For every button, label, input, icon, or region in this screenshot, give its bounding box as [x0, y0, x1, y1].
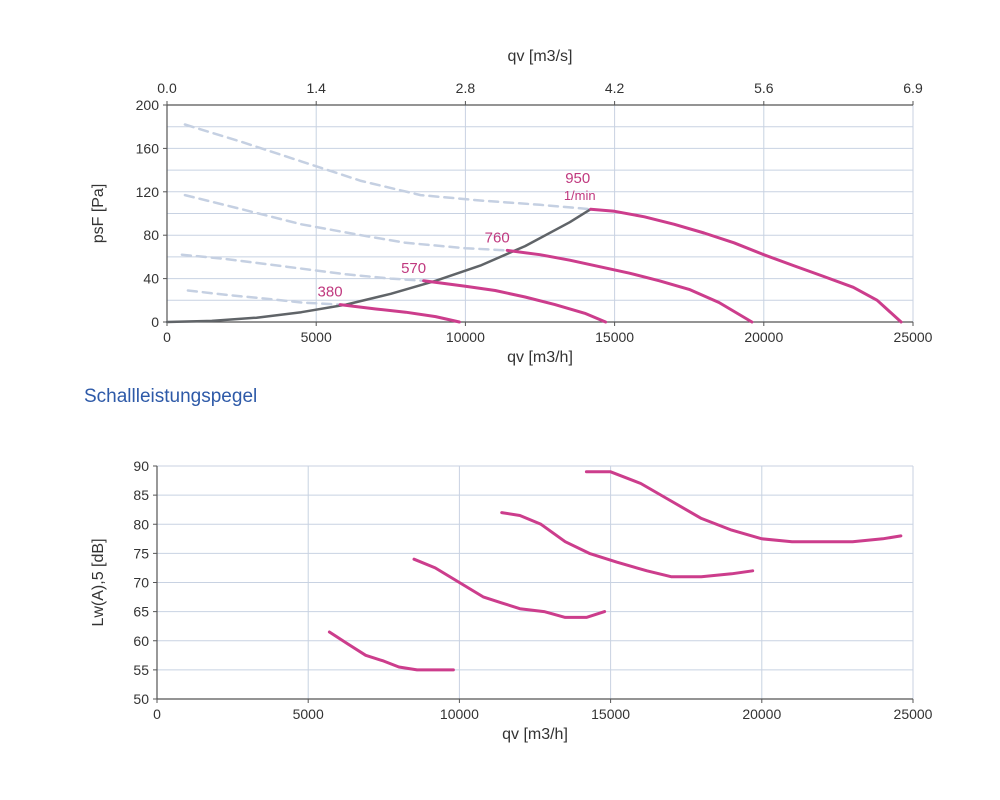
series-line-system [165, 207, 592, 324]
x-tick-label: 10000 [446, 329, 485, 345]
x-axis-label: qv [m3/h] [507, 349, 573, 366]
y-tick-label: 50 [133, 691, 149, 707]
series-line-760 [505, 248, 754, 324]
series-label: 570 [401, 260, 426, 277]
y-tick-label: 80 [133, 516, 149, 532]
x2-tick-label: 2.8 [456, 80, 476, 96]
series-label: 760 [485, 229, 510, 246]
y-tick-label: 70 [133, 575, 149, 591]
x-tick-label: 20000 [742, 706, 781, 722]
x-tick-label: 0 [153, 706, 161, 722]
x2-axis-label: qv [m3/s] [508, 48, 573, 65]
y-tick-label: 85 [133, 487, 149, 503]
y-tick-label: 55 [133, 662, 149, 678]
y-tick-label: 60 [133, 633, 149, 649]
y-tick-label: 90 [133, 458, 149, 474]
x-tick-label: 5000 [301, 329, 332, 345]
x2-tick-label: 1.4 [306, 80, 326, 96]
series-line-dashed [183, 123, 592, 211]
series-line-380 [338, 303, 461, 324]
series-line-950 [589, 207, 903, 324]
x-axis-label: qv [m3/h] [502, 726, 568, 743]
series-line-dashed [183, 193, 509, 252]
x2-tick-label: 6.9 [903, 80, 923, 96]
x-tick-label: 20000 [744, 329, 783, 345]
x-tick-label: 5000 [293, 706, 324, 722]
x-tick-label: 15000 [591, 706, 630, 722]
y-tick-label: 120 [136, 184, 160, 200]
series-line-dashed [180, 253, 425, 283]
y-tick-label: 40 [143, 271, 159, 287]
y-tick-label: 75 [133, 545, 149, 561]
x-tick-label: 25000 [894, 706, 933, 722]
series-line [327, 630, 455, 672]
x2-tick-label: 4.2 [605, 80, 625, 96]
series-line [500, 511, 755, 579]
y-tick-label: 80 [143, 227, 159, 243]
series-label: 950 [565, 170, 590, 187]
series-line [412, 557, 607, 619]
series-line-dashed [186, 289, 342, 306]
x-tick-label: 10000 [440, 706, 479, 722]
x-tick-label: 25000 [894, 329, 933, 345]
y-tick-label: 160 [136, 140, 160, 156]
sound-power-chart: 0 5000 10000 15000 20000 25000 50 55 60 65 70 75 80 8… [90, 458, 933, 743]
y-tick-label: 65 [133, 604, 149, 620]
x-tick-label: 15000 [595, 329, 634, 345]
y-tick-label: 200 [136, 97, 160, 113]
y-axis-label: Lw(A),5 [dB] [90, 538, 107, 626]
x2-tick-label: 5.6 [754, 80, 774, 96]
y-tick-label: 0 [151, 314, 159, 330]
series-line [584, 470, 903, 544]
speed-unit-label: 1/min [564, 188, 596, 203]
section-heading-sound-power: Schallleistungspegel [84, 386, 258, 407]
series-label: 380 [318, 284, 343, 301]
y-axis-label: psF [Pa] [90, 184, 107, 244]
fan-pressure-chart: 0 5000 10000 15000 20000 25000 0 40 80 120 160 2000… [90, 48, 933, 366]
x-tick-label: 0 [163, 329, 171, 345]
x2-tick-label: 0.0 [157, 80, 177, 96]
series-line-570 [422, 279, 608, 324]
